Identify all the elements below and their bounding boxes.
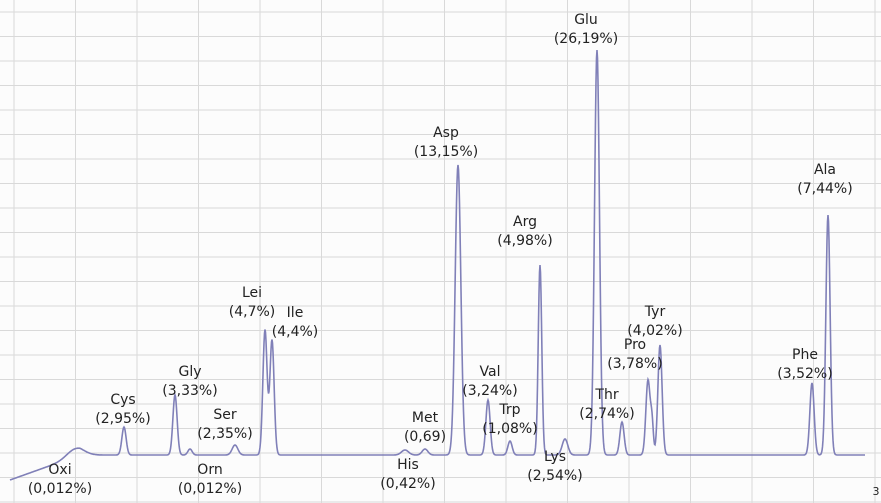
- page-marker: 3: [873, 485, 880, 498]
- peak-amount: (3,52%): [777, 366, 832, 382]
- peak-amount: (0,012%): [178, 481, 242, 497]
- peak-amount: (4,02%): [627, 323, 682, 339]
- peak-amount: (7,44%): [797, 181, 852, 197]
- peak-name: Ser: [213, 407, 237, 423]
- peak-name: Lei: [242, 285, 262, 301]
- peak-amount: (13,15%): [414, 144, 478, 160]
- peak-amount: (4,4%): [272, 324, 319, 340]
- peak-amount: (1,08%): [482, 421, 537, 437]
- peak-name: Cys: [110, 392, 135, 408]
- peak-name: Oxi: [48, 462, 71, 478]
- peak-name: Gly: [178, 364, 201, 380]
- peak-amount: (4,7%): [229, 304, 276, 320]
- peak-name: Phe: [792, 347, 818, 363]
- paper: [0, 0, 881, 503]
- peak-name: Val: [480, 364, 501, 380]
- peak-name: Met: [412, 410, 439, 426]
- peak-amount: (4,98%): [497, 233, 552, 249]
- peak-name: Orn: [197, 462, 222, 478]
- peak-name: Tyr: [644, 304, 666, 320]
- chromatogram: Oxi (0,012%) Cys (2,95%) Gly (3,33%) Orn (0,012…: [0, 0, 881, 503]
- peak-amount: (2,74%): [579, 406, 634, 422]
- peak-amount: (3,33%): [162, 383, 217, 399]
- peak-name: Arg: [513, 214, 537, 230]
- peak-name: Pro: [624, 337, 646, 353]
- peak-amount: (2,35%): [197, 426, 252, 442]
- peak-amount: (0,012%): [28, 481, 92, 497]
- peak-amount: (0,42%): [380, 476, 435, 492]
- peak-name: Lys: [544, 449, 566, 465]
- peak-amount: (2,95%): [95, 411, 150, 427]
- peak-name: Ile: [287, 305, 304, 321]
- peak-amount: (3,78%): [607, 356, 662, 372]
- peak-amount: (26,19%): [554, 31, 618, 47]
- peak-name: Trp: [498, 402, 520, 418]
- peak-amount: (3,24%): [462, 383, 517, 399]
- peak-name: His: [397, 457, 419, 473]
- peak-name: Asp: [433, 125, 459, 141]
- peak-name: Ala: [814, 162, 836, 178]
- peak-name: Glu: [574, 12, 598, 28]
- peak-amount: (2,54%): [527, 468, 582, 484]
- peak-amount: (0,69): [404, 429, 446, 445]
- peak-name: Thr: [594, 387, 618, 403]
